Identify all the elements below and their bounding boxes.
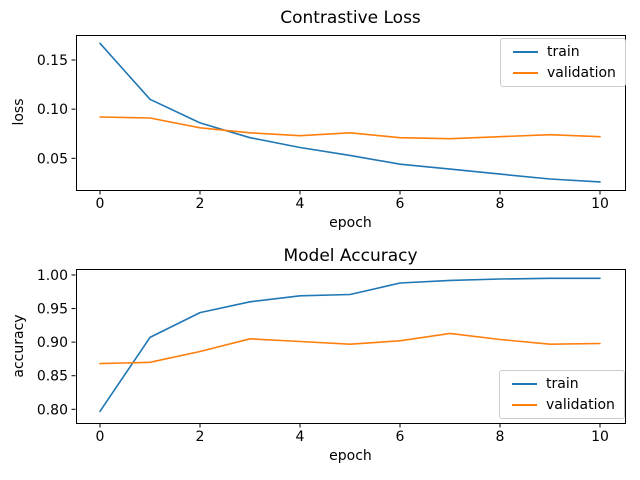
legend-label-train: train — [546, 376, 579, 392]
accuracy-plot-area: 0 2 4 6 8 10 0.80 0.85 0.90 0.95 1.00 — [37, 268, 626, 445]
loss-legend: train validation — [500, 38, 626, 87]
axes-spines — [76, 269, 626, 424]
accuracy-legend: train validation — [499, 370, 625, 419]
x-tick-label: 10 — [591, 429, 609, 445]
x-tick-label: 4 — [296, 196, 305, 212]
x-tick-label: 4 — [296, 429, 305, 445]
validation-line-swatch — [513, 72, 538, 74]
y-tick-label: 0.15 — [37, 53, 68, 69]
accuracy-x-axis-label: epoch — [329, 448, 372, 464]
x-tick-label: 6 — [396, 429, 405, 445]
loss-chart: Contrastive Loss loss 0 2 4 6 8 10 0.05 0.10 0.1… — [11, 8, 626, 231]
validation-line — [99, 332, 601, 365]
legend-item-train: train — [512, 376, 615, 392]
x-tick-label: 2 — [196, 429, 205, 445]
loss-chart-title: Contrastive Loss — [280, 8, 421, 28]
legend-label-validation: validation — [547, 65, 616, 81]
legend-label-train: train — [547, 44, 580, 60]
legend-label-validation: validation — [546, 397, 615, 413]
x-tick-label: 0 — [96, 196, 105, 212]
train-line-swatch — [512, 383, 537, 385]
y-tick-label: 0.80 — [37, 402, 68, 418]
y-tick-label: 1.00 — [37, 268, 68, 284]
train-line — [99, 42, 601, 183]
y-tick-label: 0.95 — [37, 302, 68, 318]
legend-item-validation: validation — [512, 397, 615, 413]
train-line-swatch — [513, 51, 538, 53]
loss-plot-area: 0 2 4 6 8 10 0.05 0.10 0.15 — [37, 35, 626, 212]
x-tick-label: 6 — [396, 196, 405, 212]
y-tick-label: 0.85 — [37, 369, 68, 385]
y-tick-label: 0.05 — [37, 151, 68, 167]
legend-item-validation: validation — [513, 65, 616, 81]
x-tick-label: 10 — [591, 196, 609, 212]
loss-x-axis-label: epoch — [329, 215, 372, 231]
x-tick-label: 8 — [496, 429, 505, 445]
validation-line-swatch — [512, 404, 537, 406]
accuracy-chart: Model Accuracy accuracy 0 2 4 6 8 10 0.80 0.85 0… — [0, 240, 640, 480]
x-tick-label: 0 — [96, 429, 105, 445]
y-tick-label: 0.90 — [37, 335, 68, 351]
y-tick-label: 0.10 — [37, 102, 68, 118]
train-line — [99, 277, 601, 413]
x-tick-label: 2 — [196, 196, 205, 212]
accuracy-chart-title: Model Accuracy — [283, 246, 418, 266]
x-tick-label: 8 — [496, 196, 505, 212]
legend-item-train: train — [513, 44, 616, 60]
validation-line — [99, 116, 601, 140]
axes-spines — [76, 35, 626, 191]
